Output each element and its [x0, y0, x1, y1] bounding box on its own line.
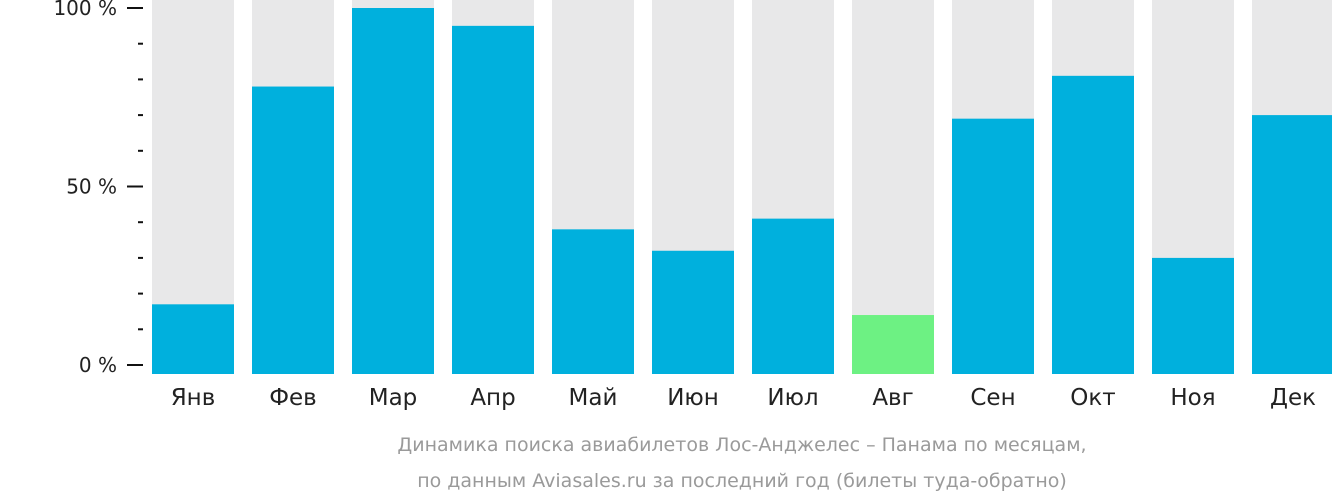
bars — [152, 0, 1332, 374]
x-tick-label: Авг — [872, 385, 913, 411]
y-axis: 0 % 50 % 100 % — [53, 0, 143, 377]
x-tick-label: Апр — [470, 385, 515, 411]
bar — [752, 218, 834, 374]
bar — [652, 250, 734, 374]
bar — [952, 118, 1034, 374]
bar — [152, 304, 234, 374]
bar — [352, 8, 434, 374]
x-tick-label: Ноя — [1170, 385, 1215, 411]
bar — [552, 229, 634, 374]
x-tick-label: Июл — [767, 385, 818, 411]
bar — [852, 315, 934, 374]
bar — [1152, 257, 1234, 374]
x-axis-labels: Янв Фев Мар Апр Май Июн Июл Авг Сен Окт Ноя Дек — [171, 385, 1316, 411]
x-tick-label: Окт — [1070, 385, 1115, 411]
caption-line-1: Динамика поиска авиабилетов Лос-Анджелес… — [397, 434, 1086, 456]
bar-background — [852, 0, 934, 374]
caption-line-2: по данным Aviasales.ru за последний год … — [417, 470, 1067, 492]
x-tick-label: Дек — [1270, 385, 1316, 411]
y-tick-label: 0 % — [79, 353, 117, 377]
bar — [1252, 115, 1332, 374]
bar — [1052, 75, 1134, 374]
y-tick-label: 100 % — [53, 0, 117, 20]
bar — [252, 86, 334, 374]
bar — [452, 25, 534, 374]
x-tick-label: Мар — [369, 385, 418, 411]
y-tick-label: 50 % — [66, 175, 117, 199]
x-tick-label: Янв — [171, 385, 216, 411]
x-tick-label: Июн — [667, 385, 719, 411]
x-tick-label: Май — [569, 385, 618, 411]
x-tick-label: Сен — [970, 385, 1015, 411]
x-tick-label: Фев — [269, 385, 317, 411]
